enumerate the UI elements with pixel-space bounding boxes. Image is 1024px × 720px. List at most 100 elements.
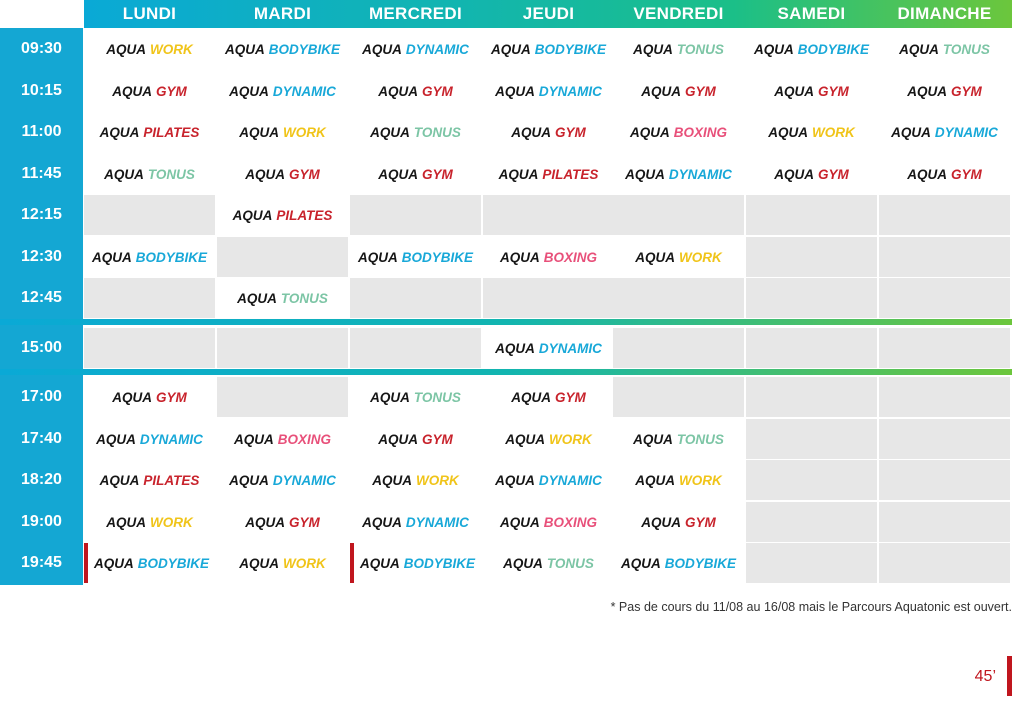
class-cell: AQUA DYNAMIC [613, 154, 744, 194]
class-prefix: AQUA [378, 166, 418, 182]
class-prefix: AQUA [907, 83, 947, 99]
class-name: WORK [283, 124, 326, 140]
class-prefix: AQUA [245, 514, 285, 530]
class-name: GYM [950, 83, 982, 99]
class-name: DYNAMIC [538, 472, 602, 488]
class-prefix: AQUA [91, 249, 132, 265]
time-label: 18:20 [21, 471, 62, 488]
empty-slot [879, 328, 1010, 368]
class-cell: AQUA BODYBIKE [84, 543, 215, 583]
time-label: 12:15 [21, 206, 62, 223]
class-prefix: AQUA [233, 431, 274, 447]
class-cell: AQUA PILATES [84, 112, 215, 152]
class-cell: AQUA DYNAMIC [879, 112, 1010, 152]
section-separator [0, 369, 1012, 375]
class-cell: AQUA WORK [746, 112, 877, 152]
class-cell: AQUA BOXING [483, 502, 614, 542]
class-cell: AQUA BODYBIKE [350, 237, 481, 277]
class-prefix: AQUA [237, 290, 277, 306]
class-prefix: AQUA [370, 389, 410, 405]
class-cell: AQUA GYM [746, 154, 877, 194]
class-cell: AQUA PILATES [217, 195, 348, 235]
class-prefix: AQUA [633, 41, 673, 57]
empty-slot [350, 278, 481, 318]
class-name: GYM [421, 83, 453, 99]
class-cell: AQUA GYM [483, 112, 614, 152]
class-prefix: AQUA [907, 166, 947, 182]
class-cell: AQUA BOXING [613, 112, 744, 152]
class-name: TONUS [676, 41, 724, 57]
class-cell: AQUA PILATES [84, 460, 215, 500]
day-header-dimanche: DIMANCHE [897, 4, 992, 23]
class-name: GYM [684, 83, 716, 99]
class-name: BODYBIKE [401, 249, 473, 265]
empty-slot [217, 377, 348, 417]
class-cell: AQUA GYM [350, 154, 481, 194]
class-prefix: AQUA [96, 431, 136, 447]
class-cell: AQUA WORK [483, 419, 614, 459]
empty-slot [746, 278, 877, 318]
class-cell: AQUA GYM [613, 502, 744, 542]
class-cell: AQUA TONUS [483, 543, 614, 583]
empty-slot [746, 328, 877, 368]
class-name: GYM [288, 166, 320, 182]
page-number-bar [1007, 656, 1012, 696]
footnote: * Pas de cours du 11/08 au 16/08 mais le… [610, 600, 1012, 614]
class-name: DYNAMIC [538, 83, 602, 99]
class-prefix: AQUA [495, 340, 535, 356]
class-name: BODYBIKE [135, 249, 207, 265]
empty-slot [746, 195, 877, 235]
empty-slot [217, 237, 348, 277]
class-name: GYM [155, 83, 187, 99]
class-prefix: AQUA [224, 41, 265, 57]
time-label: 10:15 [21, 82, 62, 99]
day-header-vendredi: VENDREDI [633, 4, 724, 23]
class-prefix: AQUA [511, 389, 551, 405]
class-prefix: AQUA [362, 514, 402, 530]
class-prefix: AQUA [498, 166, 539, 182]
empty-slot [746, 237, 877, 277]
time-label: 15:00 [21, 339, 62, 356]
class-name: WORK [416, 472, 459, 488]
class-name: TONUS [413, 124, 461, 140]
day-header-mercredi: MERCREDI [368, 4, 463, 23]
class-name: BODYBIKE [403, 555, 475, 571]
time-label: 12:30 [21, 248, 62, 265]
page-number: 45’ [974, 668, 996, 685]
class-prefix: AQUA [239, 124, 279, 140]
class-prefix: AQUA [245, 166, 285, 182]
class-prefix: AQUA [503, 555, 543, 571]
time-label: 19:00 [21, 513, 62, 530]
class-prefix: AQUA [370, 124, 410, 140]
class-name: DYNAMIC [538, 340, 602, 356]
empty-slot [879, 543, 1010, 583]
class-cell: AQUA TONUS [84, 154, 215, 194]
class-prefix: AQUA [899, 41, 939, 57]
class-name: PILATES [276, 207, 333, 223]
class-cell: AQUA DYNAMIC [483, 71, 614, 111]
empty-slot [483, 195, 614, 235]
class-prefix: AQUA [104, 166, 144, 182]
empty-slot [879, 195, 1010, 235]
class-prefix: AQUA [774, 166, 814, 182]
class-prefix: AQUA [635, 472, 675, 488]
empty-slot [746, 502, 877, 542]
class-cell: AQUA WORK [84, 29, 215, 69]
class-name: PILATES [143, 472, 200, 488]
empty-slot [613, 195, 744, 235]
class-name: GYM [155, 389, 187, 405]
class-prefix: AQUA [93, 555, 134, 571]
empty-slot [879, 237, 1010, 277]
class-name: TONUS [546, 555, 594, 571]
class-name: GYM [684, 514, 716, 530]
class-name: GYM [421, 431, 453, 447]
class-prefix: AQUA [359, 555, 400, 571]
class-name: GYM [288, 514, 320, 530]
class-prefix: AQUA [378, 83, 418, 99]
class-cell: AQUA BODYBIKE [84, 237, 215, 277]
class-cell: AQUA GYM [350, 71, 481, 111]
class-prefix: AQUA [768, 124, 808, 140]
empty-slot [879, 377, 1010, 417]
class-name: TONUS [413, 389, 461, 405]
class-cell: AQUA TONUS [613, 419, 744, 459]
